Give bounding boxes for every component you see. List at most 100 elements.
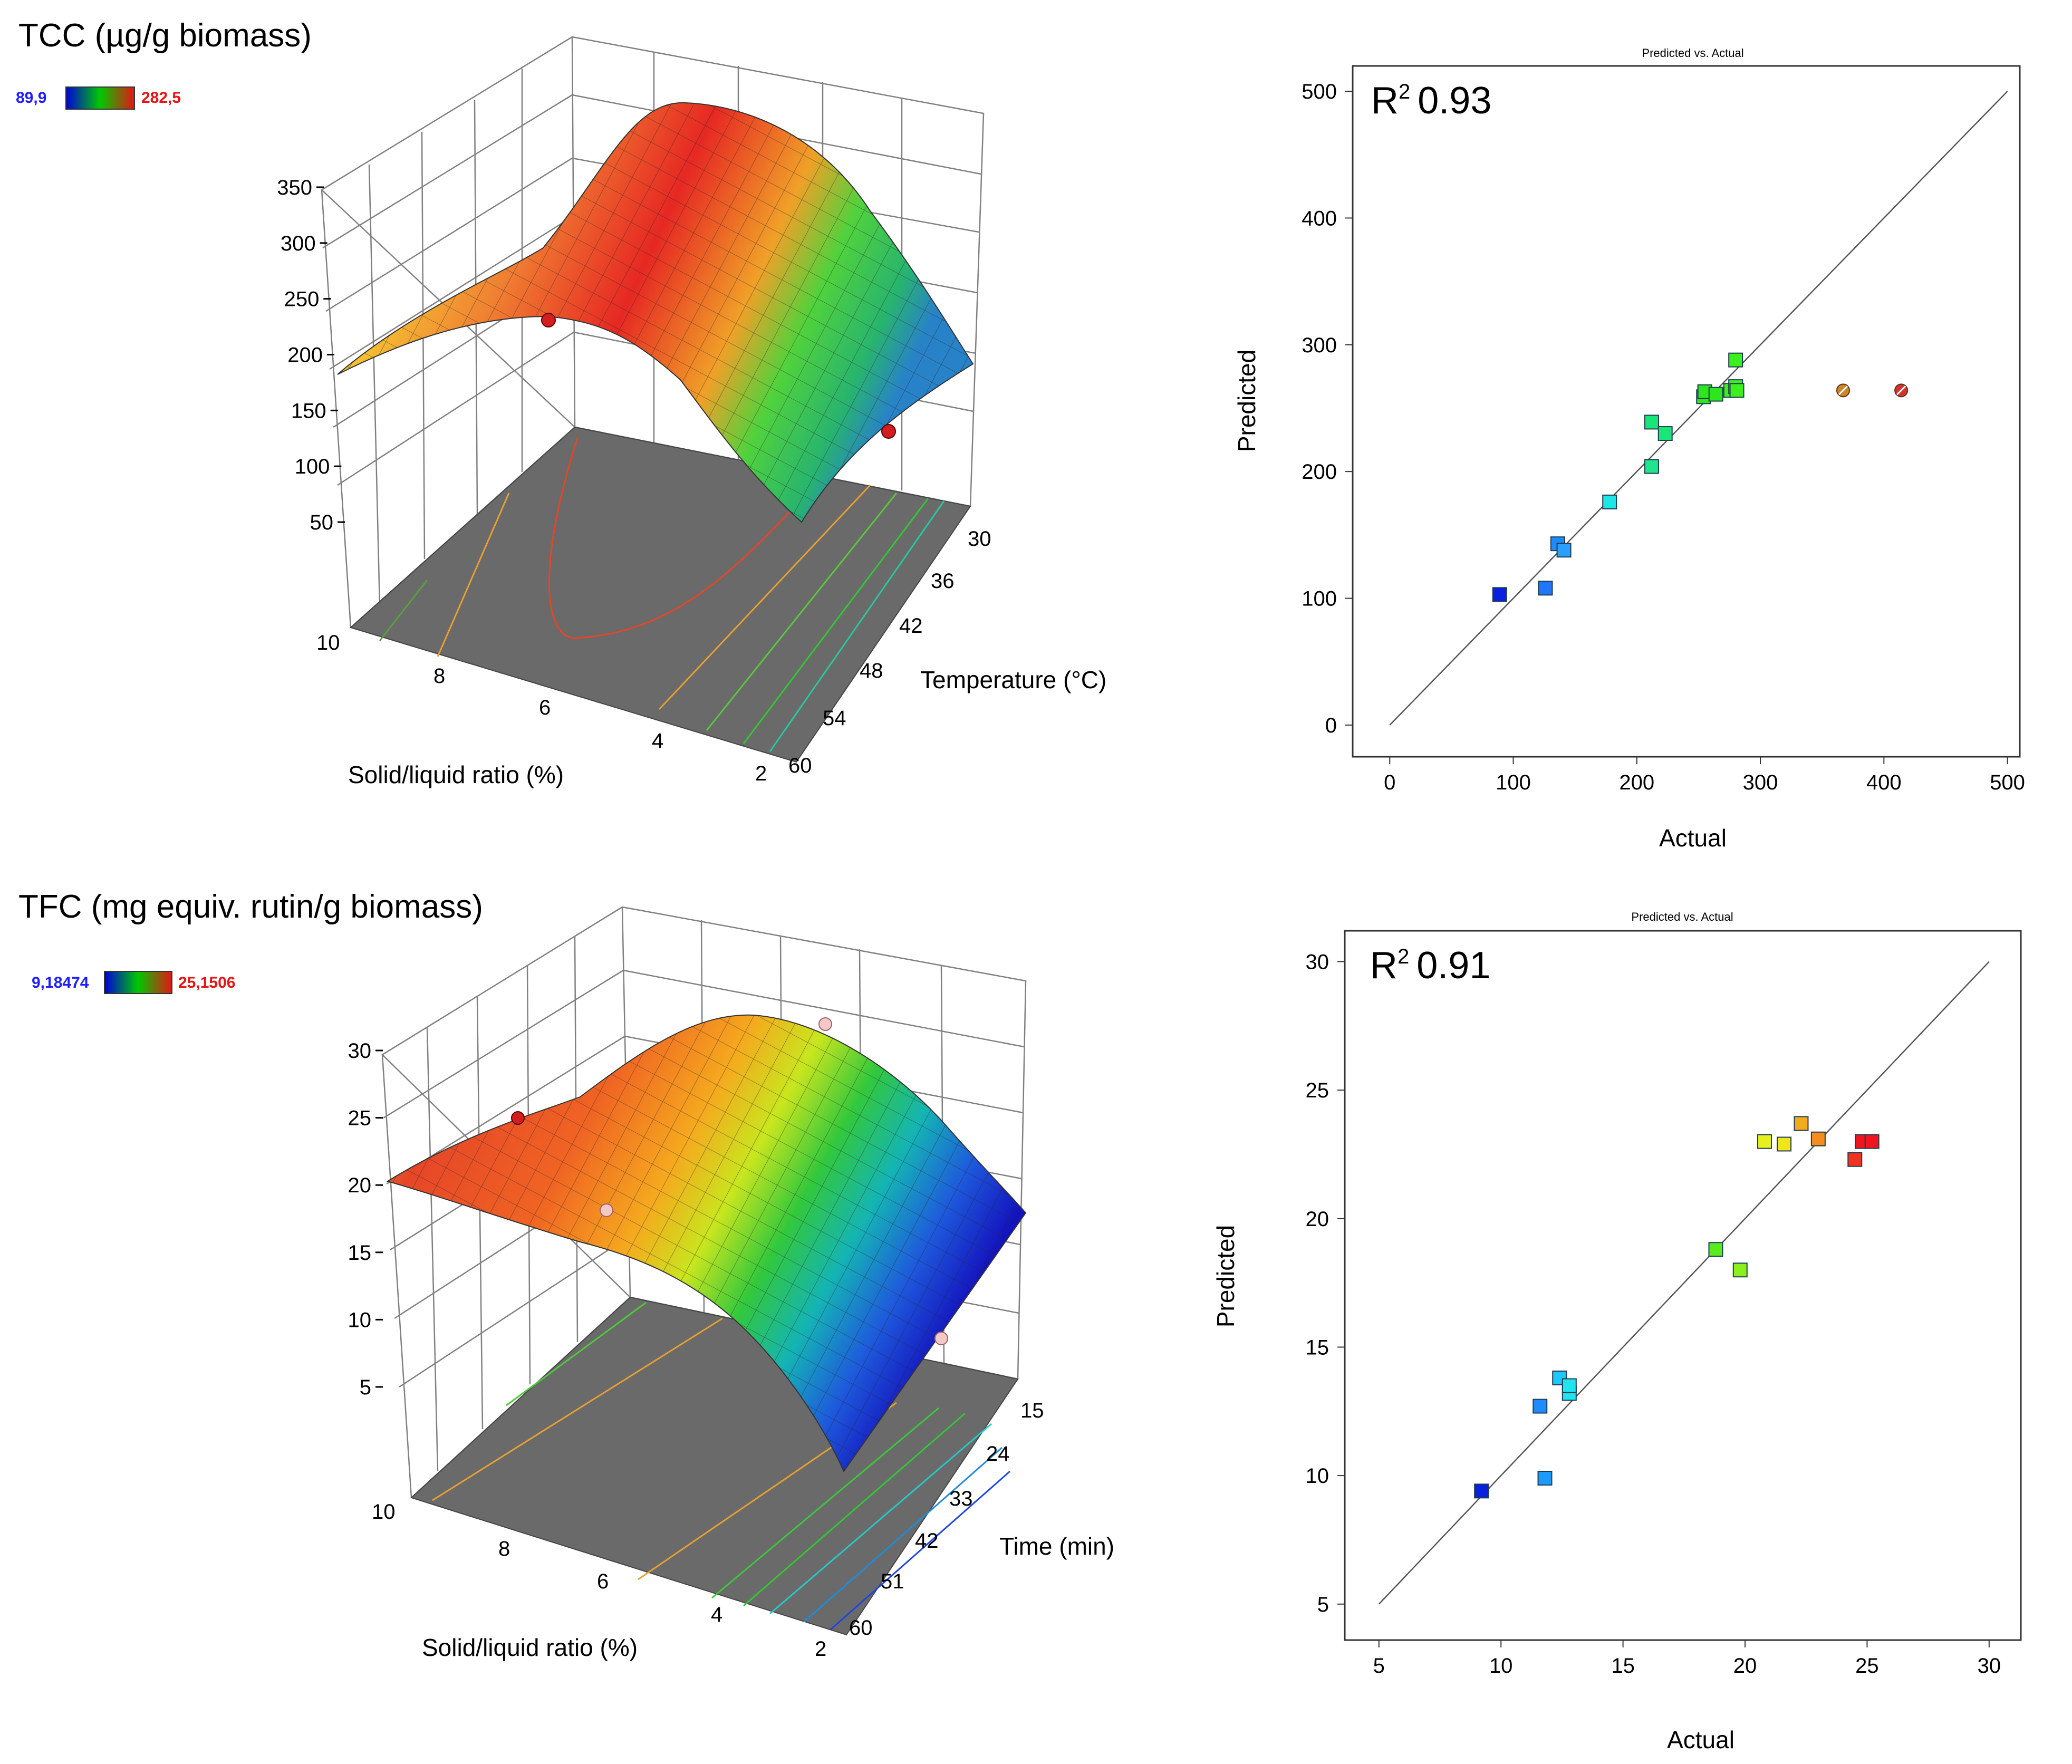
tcc-y-axis-title: Predicted (1233, 350, 1260, 452)
tfc-design-point (600, 1203, 613, 1217)
data-point (1538, 581, 1553, 596)
tfc-y-label: Time (min) (999, 1532, 1114, 1560)
tfc-r2-superscript: 2 (1398, 945, 1409, 968)
y-tick-label: 0 (1325, 714, 1337, 737)
tcc-y-tick: 42 (899, 614, 923, 638)
data-point (1732, 1262, 1748, 1278)
data-point (1777, 1136, 1792, 1152)
svg-text:R20.93: R2 0.93 (1371, 80, 1491, 122)
x-tick-label: 25 (1855, 1654, 1879, 1678)
tcc-x-tick: 10 (316, 631, 340, 654)
tcc-x-tick: 4 (652, 729, 663, 753)
tfc-z-tick: 15 (348, 1241, 372, 1265)
tcc-x-tick: 8 (433, 664, 445, 688)
data-point (1533, 1399, 1548, 1414)
tcc-z-tick: 100 (295, 455, 330, 478)
tfc-r2-label: R (1370, 944, 1398, 987)
data-point (1708, 1242, 1723, 1257)
tfc-design-point (511, 1111, 525, 1125)
x-tick-label: 30 (1978, 1654, 2001, 1678)
tfc-design-point (934, 1332, 948, 1345)
data-point (1644, 415, 1659, 430)
tcc-y-tick: 36 (931, 570, 955, 593)
data-point (1552, 1370, 1567, 1385)
tcc-design-point (881, 424, 896, 439)
y-tick-label: 200 (1302, 460, 1337, 484)
x-tick-label: 20 (1733, 1654, 1757, 1678)
tfc-z-tick: 25 (348, 1107, 372, 1130)
svg-text:R20.91: R2 0.91 (1370, 944, 1490, 987)
tcc-y-tick: 54 (823, 707, 846, 730)
tcc-predicted-vs-actual-chart: Predicted vs. Actual R2 0.93 Actual Predi… (1233, 46, 2025, 852)
tfc-x-tick: 2 (815, 1637, 826, 1661)
tcc-scatter-title: Predicted vs. Actual (1642, 46, 1743, 60)
tcc-y-tick: 30 (968, 527, 991, 551)
tfc-z-tick: 10 (348, 1308, 372, 1332)
tcc-z-tick: 150 (291, 399, 326, 422)
tfc-predicted-vs-actual-chart: Predicted vs. Actual R2 0.91 Actual Predi… (1212, 910, 2022, 1753)
data-point (1810, 1131, 1826, 1146)
x-tick-label: 400 (1866, 771, 1902, 794)
x-tick-label: 10 (1489, 1654, 1513, 1678)
tcc-x-axis-title: Actual (1659, 824, 1727, 852)
tcc-r2-value: 0.93 (1418, 80, 1491, 122)
tfc-colorbar-gradient (104, 971, 172, 994)
tfc-y-axis: 15 24 33 42 51 60 Time (min) (849, 1399, 1114, 1640)
data-point (1474, 1483, 1489, 1499)
tfc-title: TFC (mg equiv. rutin/g biomass) (18, 889, 483, 925)
tcc-colorbar: 89,9 282,5 (16, 86, 181, 110)
tfc-x-axis-title: Actual (1667, 1726, 1734, 1753)
tcc-colorbar-min: 89,9 (16, 89, 46, 107)
data-point (1794, 1116, 1809, 1131)
tcc-x-tick: 6 (539, 696, 551, 719)
tcc-z-tick: 250 (284, 288, 320, 311)
tcc-surface-mesh (338, 102, 973, 522)
x-tick-label: 15 (1611, 1654, 1635, 1678)
y-tick-label: 400 (1302, 207, 1337, 230)
data-point (1537, 1470, 1553, 1486)
tfc-z-tick: 5 (360, 1376, 371, 1399)
y-tick-label: 100 (1302, 587, 1337, 611)
tfc-surface-mesh (388, 1015, 1026, 1471)
tfc-x-tick: 10 (372, 1500, 396, 1524)
x-tick-label: 500 (1990, 771, 2025, 794)
data-point (1757, 1134, 1772, 1149)
data-point (1556, 543, 1572, 558)
tfc-surface-chart: TFC (mg equiv. rutin/g biomass) 9,18474 … (18, 889, 1114, 1661)
data-point (1847, 1152, 1863, 1167)
tcc-y-label: Temperature (°C) (920, 666, 1106, 693)
x-tick-label: 100 (1496, 771, 1531, 794)
y-tick-label: 5 (1317, 1593, 1329, 1616)
y-tick-label: 500 (1302, 80, 1337, 103)
tfc-z-tick: 30 (348, 1039, 372, 1063)
data-point (1729, 383, 1745, 398)
data-point (1562, 1378, 1577, 1393)
tfc-colorbar-max: 25,1506 (178, 974, 235, 991)
tfc-y-tick: 60 (849, 1616, 873, 1640)
x-tick-label: 300 (1743, 771, 1778, 794)
y-tick-label: 10 (1306, 1464, 1329, 1488)
tcc-title: TCC (µg/g biomass) (18, 17, 312, 54)
y-tick-label: 25 (1306, 1079, 1329, 1102)
tcc-contour-lines (379, 437, 945, 752)
tfc-y-tick: 42 (915, 1529, 939, 1553)
tfc-colorbar: 9,18474 25,1506 (32, 971, 235, 994)
tcc-y-axis: 30 36 42 48 54 60 Temperature (°C) (788, 527, 1106, 777)
tfc-x-axis: 10 8 6 4 2 Solid/liquid ratio (%) (372, 1500, 826, 1661)
tfc-x-tick: 6 (597, 1570, 609, 1593)
tcc-colorbar-max: 282,5 (141, 89, 181, 107)
y-tick-label: 15 (1306, 1336, 1329, 1359)
tcc-z-tick: 200 (287, 344, 323, 367)
tfc-r2-value: 0.91 (1416, 944, 1490, 987)
tfc-x-tick: 8 (498, 1537, 510, 1560)
tcc-surface-chart: TCC (µg/g biomass) 89,9 282,5 (16, 17, 1106, 788)
tfc-z-tick: 20 (348, 1174, 372, 1197)
tcc-x-axis: 10 8 6 4 2 Solid/liquid ratio (%) (316, 631, 767, 788)
tcc-z-tick: 350 (277, 176, 312, 199)
tfc-design-point (818, 1017, 832, 1031)
x-tick-label: 5 (1373, 1654, 1385, 1678)
tfc-y-tick: 24 (986, 1442, 1010, 1466)
data-point (1644, 459, 1659, 474)
y-tick-label: 300 (1302, 334, 1337, 357)
tfc-z-axis: 5 10 15 20 25 30 (348, 1039, 383, 1399)
